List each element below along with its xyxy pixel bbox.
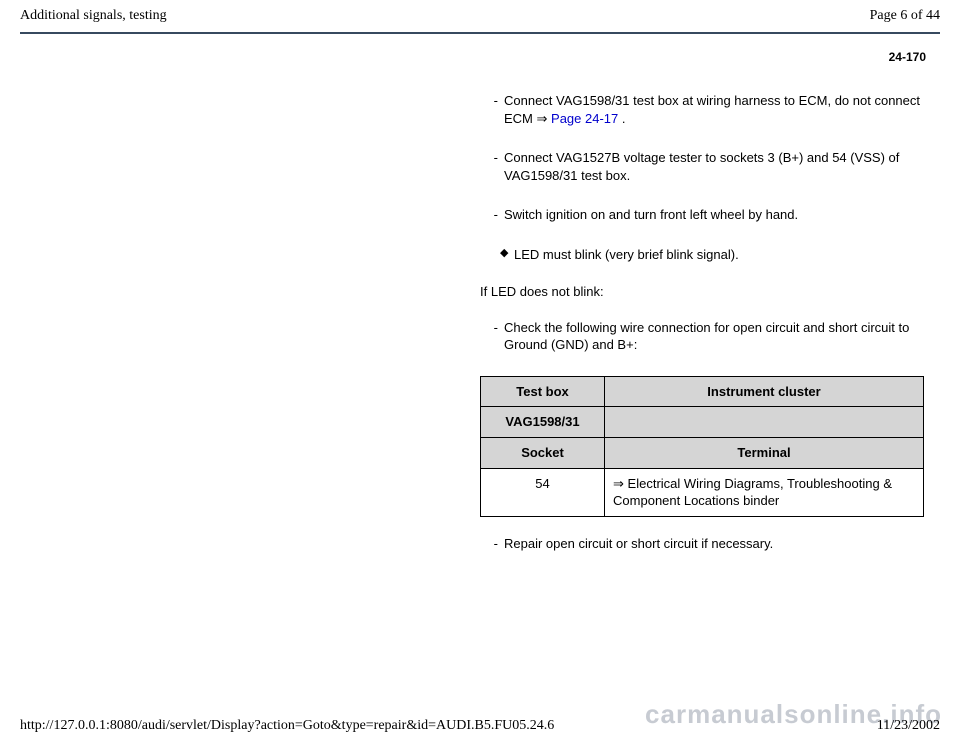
bullet-note: ◆ LED must blink (very brief blink signa… — [480, 246, 924, 264]
step-2: - Connect VAG1527B voltage tester to soc… — [480, 149, 924, 184]
header-title: Additional signals, testing — [20, 8, 167, 24]
step-4: - Check the following wire connection fo… — [480, 319, 924, 354]
table-header: VAG1598/31 — [481, 407, 605, 438]
step-1-post: . — [618, 111, 625, 126]
condition-line: If LED does not blink: — [480, 283, 924, 301]
header-rule — [20, 32, 940, 34]
main-content: - Connect VAG1598/31 test box at wiring … — [480, 92, 924, 552]
table-cell-text: Electrical Wiring Diagrams, Troubleshoot… — [613, 476, 892, 509]
table-header: Socket — [481, 438, 605, 469]
page-link[interactable]: Page 24-17 — [551, 111, 618, 126]
arrow-icon: ⇒ — [613, 476, 624, 491]
dash-marker: - — [480, 149, 504, 184]
table-row: Socket Terminal — [481, 438, 924, 469]
step-text: Connect VAG1527B voltage tester to socke… — [504, 149, 924, 184]
step-1: - Connect VAG1598/31 test box at wiring … — [480, 92, 924, 127]
table-cell: ⇒ Electrical Wiring Diagrams, Troublesho… — [605, 468, 924, 516]
table-header: Test box — [481, 376, 605, 407]
step-text: Switch ignition on and turn front left w… — [504, 206, 924, 224]
diamond-icon: ◆ — [500, 246, 514, 264]
footer-date: 11/23/2002 — [877, 718, 940, 734]
step-text: Connect VAG1598/31 test box at wiring ha… — [504, 92, 924, 127]
table-header — [605, 407, 924, 438]
table-row: 54 ⇒ Electrical Wiring Diagrams, Trouble… — [481, 468, 924, 516]
table-row: Test box Instrument cluster — [481, 376, 924, 407]
header-page-indicator: Page 6 of 44 — [870, 8, 940, 24]
footer-url: http://127.0.0.1:8080/audi/servlet/Displ… — [20, 718, 554, 734]
table-row: VAG1598/31 — [481, 407, 924, 438]
dash-marker: - — [480, 206, 504, 224]
dash-marker: - — [480, 92, 504, 127]
step-3: - Switch ignition on and turn front left… — [480, 206, 924, 224]
page-code: 24-170 — [0, 50, 926, 64]
table-header: Terminal — [605, 438, 924, 469]
bullet-text: LED must blink (very brief blink signal)… — [514, 246, 739, 264]
arrow-icon: ⇒ — [537, 111, 548, 126]
connection-table: Test box Instrument cluster VAG1598/31 S… — [480, 376, 924, 517]
step-text: Check the following wire connection for … — [504, 319, 924, 354]
dash-marker: - — [480, 319, 504, 354]
table-header: Instrument cluster — [605, 376, 924, 407]
table-cell: 54 — [481, 468, 605, 516]
step-5: - Repair open circuit or short circuit i… — [480, 535, 924, 553]
step-text: Repair open circuit or short circuit if … — [504, 535, 924, 553]
page-header: Additional signals, testing Page 6 of 44 — [0, 0, 960, 28]
dash-marker: - — [480, 535, 504, 553]
